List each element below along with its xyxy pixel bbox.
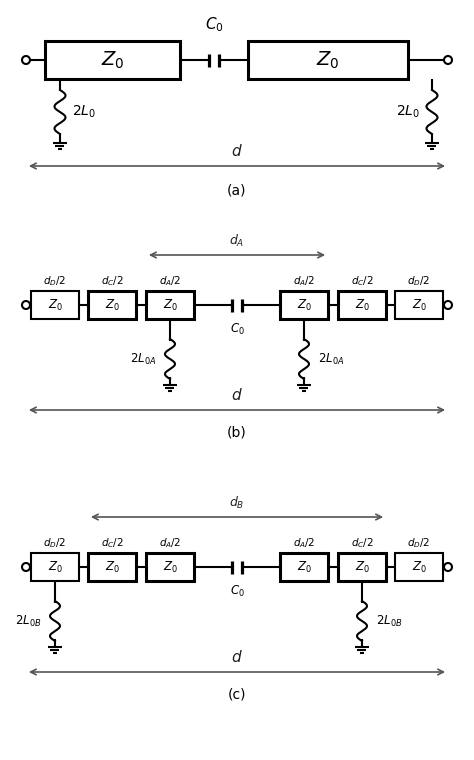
Text: $d_C/2$: $d_C/2$ bbox=[100, 537, 123, 550]
Text: $Z_0$: $Z_0$ bbox=[163, 297, 177, 312]
Text: $2L_{0B}$: $2L_{0B}$ bbox=[376, 613, 402, 629]
Text: $Z_0$: $Z_0$ bbox=[355, 559, 369, 575]
Text: (a): (a) bbox=[227, 183, 247, 197]
Text: $d_C/2$: $d_C/2$ bbox=[351, 274, 374, 288]
Text: (b): (b) bbox=[227, 426, 247, 440]
Text: $d_A/2$: $d_A/2$ bbox=[293, 274, 315, 288]
Text: $d_D/2$: $d_D/2$ bbox=[408, 537, 430, 550]
Bar bbox=[248, 41, 408, 79]
Text: $d$: $d$ bbox=[231, 143, 243, 159]
Text: $Z_0$: $Z_0$ bbox=[105, 297, 119, 312]
Text: $d$: $d$ bbox=[231, 387, 243, 403]
Text: $Z_0$: $Z_0$ bbox=[316, 49, 340, 71]
Bar bbox=[146, 291, 194, 319]
Text: $Z_0$: $Z_0$ bbox=[101, 49, 124, 71]
Text: $d_D/2$: $d_D/2$ bbox=[44, 274, 66, 288]
Bar bbox=[280, 553, 328, 581]
Text: $d_B$: $d_B$ bbox=[229, 495, 245, 511]
Bar bbox=[280, 291, 328, 319]
Text: $d_A/2$: $d_A/2$ bbox=[159, 274, 181, 288]
Text: $d_A$: $d_A$ bbox=[229, 233, 245, 249]
Text: $2L_0$: $2L_0$ bbox=[72, 104, 96, 120]
Text: $d_C/2$: $d_C/2$ bbox=[351, 537, 374, 550]
Text: $d_D/2$: $d_D/2$ bbox=[408, 274, 430, 288]
Bar bbox=[88, 553, 136, 581]
Bar bbox=[31, 553, 79, 581]
Bar bbox=[395, 291, 443, 319]
Text: $C_0$: $C_0$ bbox=[229, 322, 245, 337]
Text: $C_0$: $C_0$ bbox=[229, 584, 245, 599]
Text: $Z_0$: $Z_0$ bbox=[47, 559, 63, 575]
Bar bbox=[146, 553, 194, 581]
Text: $2L_0$: $2L_0$ bbox=[396, 104, 420, 120]
Bar bbox=[88, 291, 136, 319]
Text: $Z_0$: $Z_0$ bbox=[411, 297, 427, 312]
Text: $Z_0$: $Z_0$ bbox=[47, 297, 63, 312]
Text: $Z_0$: $Z_0$ bbox=[297, 297, 311, 312]
Text: $d_A/2$: $d_A/2$ bbox=[159, 537, 181, 550]
Text: $d$: $d$ bbox=[231, 649, 243, 665]
Text: $C_0$: $C_0$ bbox=[205, 15, 223, 34]
Bar bbox=[338, 553, 386, 581]
Text: $2L_{0A}$: $2L_{0A}$ bbox=[130, 351, 156, 366]
Bar bbox=[395, 553, 443, 581]
Text: (c): (c) bbox=[228, 688, 246, 702]
Text: $2L_{0B}$: $2L_{0B}$ bbox=[15, 613, 41, 629]
Bar bbox=[31, 291, 79, 319]
Text: $d_C/2$: $d_C/2$ bbox=[100, 274, 123, 288]
Text: $Z_0$: $Z_0$ bbox=[355, 297, 369, 312]
Bar bbox=[338, 291, 386, 319]
Text: $Z_0$: $Z_0$ bbox=[105, 559, 119, 575]
Text: $Z_0$: $Z_0$ bbox=[163, 559, 177, 575]
Text: $d_A/2$: $d_A/2$ bbox=[293, 537, 315, 550]
Bar bbox=[45, 41, 180, 79]
Text: $2L_{0A}$: $2L_{0A}$ bbox=[318, 351, 344, 366]
Text: $d_D/2$: $d_D/2$ bbox=[44, 537, 66, 550]
Text: $Z_0$: $Z_0$ bbox=[411, 559, 427, 575]
Text: $Z_0$: $Z_0$ bbox=[297, 559, 311, 575]
